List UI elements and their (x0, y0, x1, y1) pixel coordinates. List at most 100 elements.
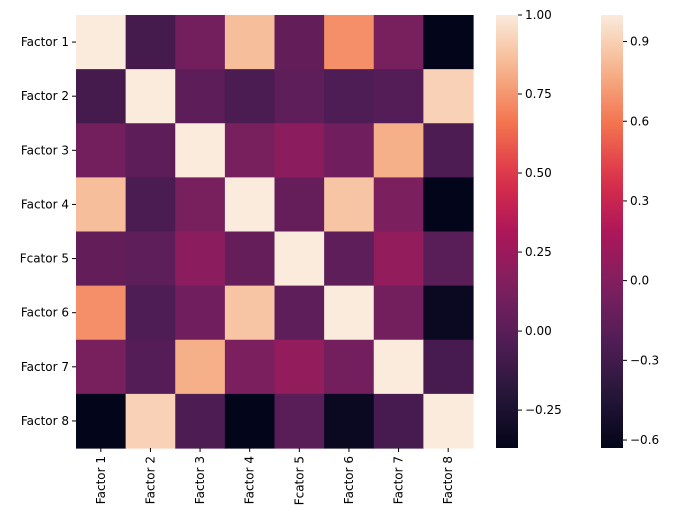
row-label: Fcator 5 (20, 252, 69, 266)
heatmap-cell-r1-c5 (274, 15, 325, 70)
colorbar-tick-label: 0.25 (525, 245, 552, 259)
heatmap-cell-r5-c4 (224, 231, 276, 287)
heatmap-cell-r8-c1 (76, 393, 127, 449)
column-label: Factor 7 (392, 456, 406, 504)
heatmap-cell-r2-c2 (125, 69, 176, 124)
heatmap-cell-r6-c1 (76, 285, 127, 341)
heatmap-cell-r1-c4 (224, 15, 276, 70)
heatmap-cell-r7-c7 (373, 339, 424, 395)
heatmap-cell-r7-c4 (224, 339, 276, 395)
heatmap-cell-r6-c8 (423, 285, 474, 341)
heatmap-cell-r1-c2 (125, 15, 176, 70)
heatmap-cell-r6-c2 (125, 285, 176, 341)
heatmap-cell-r7-c5 (274, 339, 325, 395)
row-label: Factor 8 (21, 414, 69, 428)
heatmap-cell-r5-c5 (274, 231, 325, 287)
colorbar-tick-label: 0.0 (630, 274, 649, 288)
heatmap-cell-r7-c3 (175, 339, 226, 395)
heatmap-cell-r6-c5 (274, 285, 325, 341)
colorbar-tick-label: 0.75 (525, 87, 552, 101)
heatmap-cell-r1-c1 (76, 15, 127, 70)
heatmap-cell-r5-c2 (125, 231, 176, 287)
column-label: Fcator 5 (292, 456, 306, 505)
heatmap-cell-r2-c6 (324, 69, 375, 124)
heatmap-cell-r2-c4 (224, 69, 276, 124)
row-label: Factor 1 (21, 35, 69, 49)
colorbar-tick-label: 1.00 (525, 8, 552, 22)
colorbar-tick-label: −0.6 (630, 433, 659, 447)
heatmap-cell-r2-c5 (274, 69, 325, 124)
heatmap-cell-r3-c7 (373, 123, 424, 178)
heatmap-cell-r4-c2 (125, 177, 176, 233)
row-label: Factor 2 (21, 89, 69, 103)
heatmap-cell-r2-c7 (373, 69, 424, 124)
heatmap-cell-r1-c7 (373, 15, 424, 70)
heatmap-cell-r3-c4 (224, 123, 276, 178)
heatmap-cell-r4-c7 (373, 177, 424, 233)
heatmap-cell-r7-c6 (324, 339, 375, 395)
heatmap-cell-r3-c3 (175, 123, 226, 178)
heatmap-cell-r5-c1 (76, 231, 127, 287)
heatmap-cell-r3-c6 (324, 123, 375, 178)
heatmap-cell-r3-c5 (274, 123, 325, 178)
heatmap-cell-r4-c3 (175, 177, 226, 233)
heatmap-cell-r8-c2 (125, 393, 176, 449)
heatmap-cell-r4-c8 (423, 177, 474, 233)
heatmap-cell-r7-c2 (125, 339, 176, 395)
row-label: Factor 4 (21, 197, 69, 211)
heatmap-cell-r4-c4 (224, 177, 276, 233)
colorbar-gradient (601, 15, 623, 448)
row-label: Factor 7 (21, 360, 69, 374)
colorbar-gradient (496, 15, 518, 448)
column-label: Factor 8 (441, 456, 455, 504)
heatmap-cell-r4-c6 (324, 177, 375, 233)
heatmap-cell-r5-c8 (423, 231, 474, 287)
colorbar-tick-label: 0.00 (525, 324, 552, 338)
heatmap-cell-r2-c3 (175, 69, 226, 124)
column-label: Factor 1 (94, 456, 108, 504)
heatmap-cell-r3-c1 (76, 123, 127, 178)
heatmap-cell-r7-c1 (76, 339, 127, 395)
heatmap-cell-r8-c7 (373, 393, 424, 449)
colorbar-tick-label: −0.25 (525, 403, 562, 417)
heatmap-cell-r8-c6 (324, 393, 375, 449)
column-label: Factor 3 (193, 456, 207, 504)
heatmap-cell-r1-c6 (324, 15, 375, 70)
heatmap-cell-r5-c3 (175, 231, 226, 287)
colorbar-secondary: 0.9 0.6 0.3 0.0 −0.3 −0.6 (601, 15, 659, 448)
heatmap-cell-r8-c3 (175, 393, 226, 449)
heatmap-cell-r3-c2 (125, 123, 176, 178)
heatmap-cell-r4-c5 (274, 177, 325, 233)
heatmap-cell-r8-c4 (224, 393, 276, 449)
heatmap-cell-r5-c6 (324, 231, 375, 287)
colorbar-primary: 1.00 0.75 0.50 0.25 0.00 −0.25 (496, 8, 562, 448)
colorbar-tick-label: 0.3 (630, 194, 649, 208)
heatmap-cell-r5-c7 (373, 231, 424, 287)
column-label: Factor 6 (342, 456, 356, 504)
heatmap-cell-r8-c8 (423, 393, 474, 449)
column-labels: Factor 1 Factor 2 Factor 3 Factor 4 Fcator 5… (94, 448, 455, 505)
heatmap-cell-r6-c4 (224, 285, 276, 341)
heatmap-cell-r6-c6 (324, 285, 375, 341)
row-label: Factor 3 (21, 143, 69, 157)
heatmap-cell-r4-c1 (76, 177, 127, 233)
colorbar-tick-label: 0.9 (630, 35, 649, 49)
colorbar-tick-label: 0.50 (525, 166, 552, 180)
heatmap-cell-r6-c7 (373, 285, 424, 341)
heatmap-cell-r2-c8 (423, 69, 474, 124)
row-labels: Factor 1 Factor 2 Factor 3 Factor 4 Fcator 5… (20, 35, 76, 428)
heatmap-cell-r7-c8 (423, 339, 474, 395)
colorbar-tick-label: 0.6 (630, 114, 649, 128)
colorbar-tick-label: −0.3 (630, 353, 659, 367)
heatmap-cell-r6-c3 (175, 285, 226, 341)
row-label: Factor 6 (21, 306, 69, 320)
heatmap-cell-r1-c3 (175, 15, 226, 70)
heatmap-cell-r1-c8 (423, 15, 474, 70)
heatmap-cells (76, 15, 474, 449)
heatmap-cell-r2-c1 (76, 69, 127, 124)
column-label: Factor 4 (243, 456, 257, 504)
column-label: Factor 2 (143, 456, 157, 504)
heatmap-cell-r8-c5 (274, 393, 325, 449)
heatmap-cell-r3-c8 (423, 123, 474, 178)
